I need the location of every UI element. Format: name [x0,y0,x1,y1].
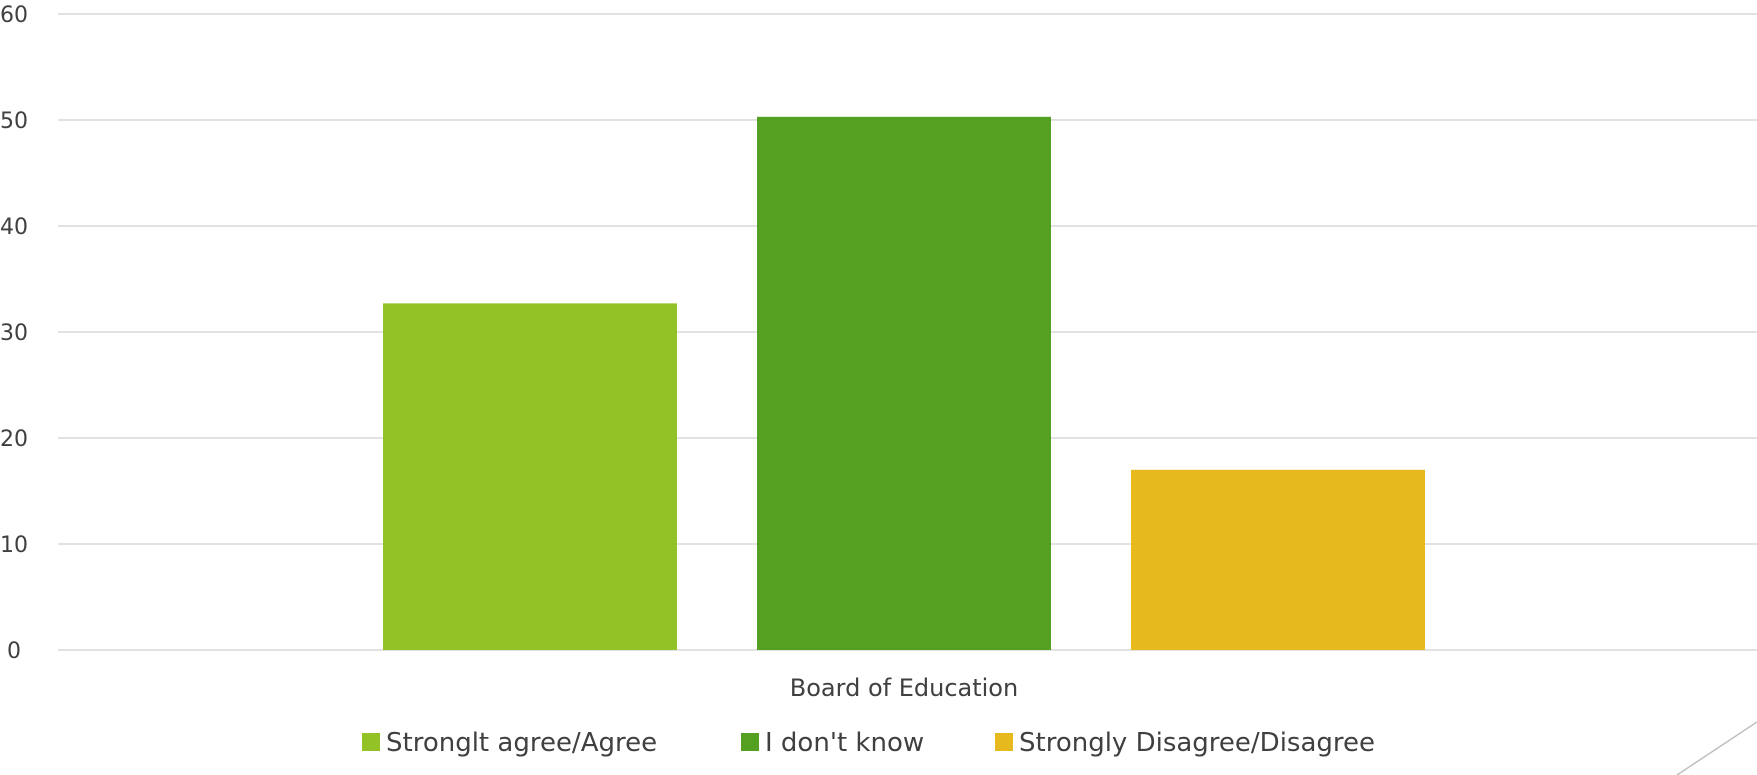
y-tick-label: 40 [0,215,28,240]
bar-2 [757,116,1051,650]
slide-corner-decoration [1676,721,1757,775]
legend-label: I don't know [765,728,924,758]
legend-label: Strongly Disagree/Disagree [1019,728,1375,758]
y-tick-label: 20 [0,427,28,452]
y-tick-label: 0 [7,639,21,664]
legend-label: Stronglt agree/Agree [386,728,657,758]
bar-1 [383,303,677,650]
legend-swatch [741,733,759,751]
y-tick-label: 30 [0,321,28,346]
category-label: Board of Education [790,674,1018,702]
y-tick-label: 60 [0,3,28,28]
y-axis: 0 10 20 30 40 50 60 [0,3,28,664]
legend: Stronglt agree/Agree I don't know Strongly… [362,728,1375,758]
legend-swatch [995,733,1013,751]
bars [383,116,1425,650]
legend-swatch [362,733,380,751]
bar-3 [1131,469,1425,650]
y-tick-label: 50 [0,109,28,134]
y-tick-label: 10 [0,533,28,558]
